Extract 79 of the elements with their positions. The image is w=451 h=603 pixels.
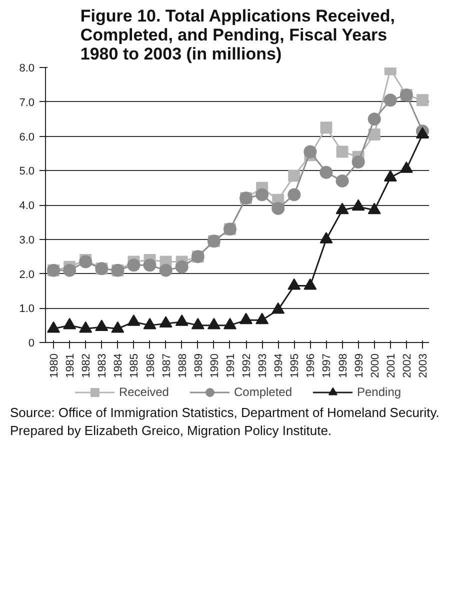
x-tick-label: 1996 [305, 353, 318, 378]
y-tick-label: 6.0 [19, 131, 35, 144]
point [207, 318, 220, 330]
point [352, 156, 365, 169]
point [336, 174, 349, 188]
y-tick-label: 0 [28, 338, 35, 350]
x-tick-label: 2000 [369, 353, 382, 378]
point [175, 314, 188, 326]
point [288, 170, 300, 182]
x-tick-label: 1998 [337, 353, 350, 378]
point [304, 278, 317, 290]
point [416, 94, 428, 106]
point [368, 202, 381, 214]
source-note: Source: Office of Immigration Statistics, Department of Homeland Security. Prepared by Elizabeth Greico, Migration Policy Institute. [10, 404, 440, 440]
y-tick-label: 8.0 [19, 62, 35, 74]
x-tick-label: 1992 [241, 353, 254, 378]
point [63, 264, 76, 277]
x-tick-label: 1986 [144, 353, 157, 378]
point [127, 314, 140, 326]
x-tick-label: 1985 [128, 353, 141, 378]
y-tick-label: 1.0 [19, 303, 35, 316]
point [240, 312, 253, 324]
y-tick-label: 4.0 [19, 200, 35, 212]
x-tick-label: 1988 [176, 353, 189, 378]
point [320, 122, 332, 134]
point [63, 318, 76, 330]
point [159, 316, 172, 328]
x-tick-label: 1980 [48, 353, 61, 378]
x-tick-label: 1989 [192, 353, 205, 378]
point [79, 321, 92, 333]
point [368, 128, 380, 141]
point [111, 321, 124, 333]
x-tick-label: 1995 [289, 353, 302, 378]
point [95, 320, 108, 331]
legend-label: Received [118, 385, 169, 399]
legend-label: Completed [234, 385, 292, 399]
point [384, 94, 397, 107]
point [223, 318, 236, 330]
point [127, 258, 140, 272]
point [272, 202, 285, 215]
point [336, 146, 348, 158]
point [47, 321, 60, 333]
point [336, 202, 349, 214]
point [79, 255, 92, 268]
y-tick-label: 3.0 [19, 234, 35, 246]
x-tick-label: 2003 [417, 353, 430, 378]
y-tick-label: 2.0 [19, 268, 35, 281]
point [368, 112, 381, 126]
point [175, 260, 188, 274]
x-tick-label: 1984 [112, 353, 125, 378]
x-tick-label: 1987 [160, 353, 173, 378]
x-tick-label: 1994 [273, 353, 286, 378]
point [288, 278, 301, 290]
x-tick-label: 1990 [208, 353, 221, 378]
x-tick-label: 1991 [224, 353, 237, 378]
legend-label: Pending [357, 385, 402, 399]
point [304, 145, 317, 158]
point [256, 312, 269, 324]
point [143, 258, 156, 272]
point [256, 188, 269, 202]
point [320, 232, 333, 244]
point [159, 264, 172, 277]
x-tick-label: 2001 [385, 353, 398, 378]
point [352, 199, 365, 211]
point [143, 318, 156, 330]
point [272, 302, 285, 314]
x-tick-label: 1981 [64, 353, 77, 378]
point [191, 318, 204, 330]
point [320, 166, 333, 179]
x-tick-label: 1993 [257, 353, 270, 378]
x-tick-label: 1982 [80, 353, 93, 378]
point [288, 188, 301, 202]
y-tick-label: 5.0 [19, 166, 35, 178]
chart-title: Figure 10. Total Applications Received, Completed, and Pending, Fiscal Years 1980 to 2003 (in millions) [80, 6, 395, 64]
x-tick-label: 1983 [96, 353, 109, 378]
x-tick-label: 1997 [321, 353, 334, 378]
x-tick-label: 1999 [353, 353, 366, 378]
y-tick-label: 7.0 [19, 96, 35, 109]
x-tick-label: 2002 [401, 353, 414, 378]
